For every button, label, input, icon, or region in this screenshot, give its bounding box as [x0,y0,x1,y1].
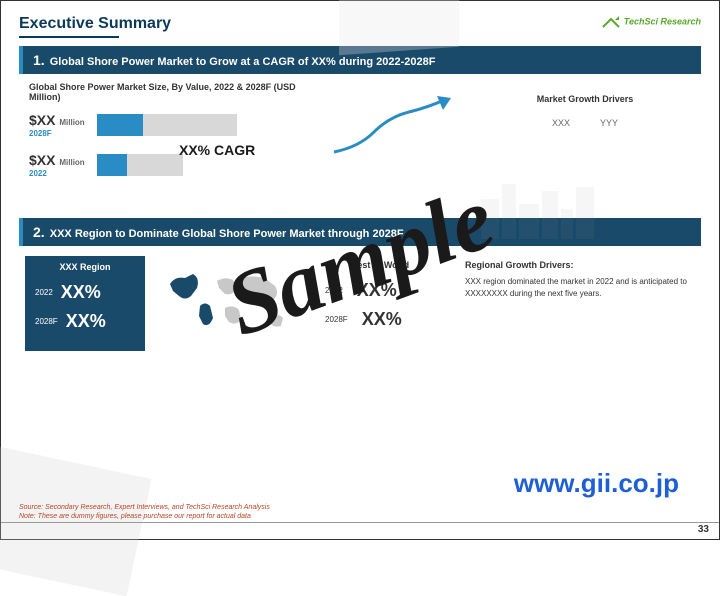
row-row: 2022XX% [305,280,455,301]
desc-text: XXX region dominated the market in 2022 … [465,276,695,300]
logo-text: TechSci Research [624,16,701,26]
section2-body: XXX Region 2022XX% 2028FXX% [19,246,701,355]
chart-title: Global Shore Power Market Size, By Value… [29,82,309,102]
cagr-label: XX% CAGR [179,142,255,158]
logo: TechSci Research [601,15,701,29]
driver-1: XXX [552,118,570,128]
drivers-title: Market Growth Drivers [479,94,691,104]
page-number: 33 [698,524,709,535]
bar-row: $XX Million2028F [29,112,309,138]
title-underline [19,36,119,38]
footnote-line1: Source: Secondary Research, Expert Inter… [19,503,270,512]
bg-shape-top [339,0,459,55]
section2-heading: XXX Region to Dominate Global Shore Powe… [50,228,404,240]
section-1: 1. Global Shore Power Market to Grow at … [19,46,701,200]
row-row: 2028FXX% [305,309,455,330]
footnote-line2: Note: These are dummy figures, please pu… [19,512,270,521]
desc-title: Regional Growth Drivers: [465,260,695,270]
drivers-items: XXX YYY [479,118,691,128]
growth-arrow-icon [329,92,459,162]
bar-label: $XX Million2022 [29,152,89,178]
section1-num: 1. [33,52,45,68]
row-title: Rest of World [305,260,455,270]
bar [97,154,183,176]
slide-page: Executive Summary TechSci Research 1. Gl… [1,1,719,539]
bar-label: $XX Million2028F [29,112,89,138]
region-box: XXX Region 2022XX% 2028FXX% [25,256,145,351]
title-block: Executive Summary [19,15,171,38]
drivers-box: Market Growth Drivers XXX YYY [479,82,691,192]
footnote: Source: Secondary Research, Expert Inter… [19,503,270,521]
section2-num: 2. [33,224,45,240]
page-title: Executive Summary [19,15,171,33]
building-bg [481,184,661,244]
description-box: Regional Growth Drivers: XXX region domi… [465,256,695,351]
region-row: 2028FXX% [35,311,135,332]
rest-of-world-box: Rest of World 2022XX% 2028FXX% [305,256,455,351]
bar-row: $XX Million2022 [29,152,309,178]
region-row: 2022XX% [35,282,135,303]
world-map-icon [155,256,295,351]
watermark-url: www.gii.co.jp [514,468,679,499]
bar-rows: $XX Million2028F $XX Million2022 [29,112,309,178]
section1-heading: Global Shore Power Market to Grow at a C… [50,56,436,68]
bottom-divider [1,522,719,523]
bar-chart: Global Shore Power Market Size, By Value… [29,82,309,192]
bar [97,114,237,136]
driver-2: YYY [600,118,618,128]
section1-body: Global Shore Power Market Size, By Value… [19,74,701,200]
region-title: XXX Region [35,262,135,272]
